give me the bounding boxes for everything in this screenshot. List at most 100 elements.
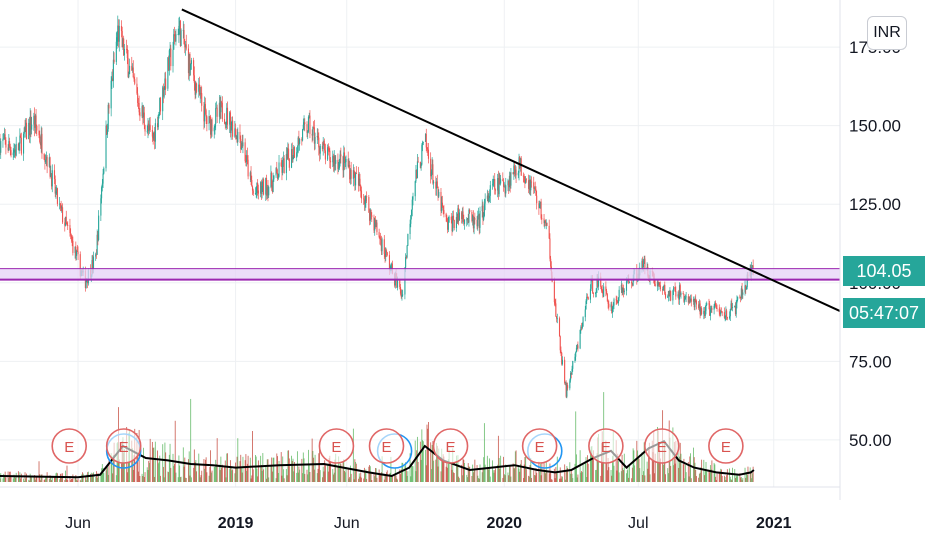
candle-body [271,184,273,192]
candle-body [597,278,599,287]
trendline[interactable] [181,8,841,312]
candle-body [369,212,371,221]
candle-body [603,286,605,297]
candle-body [77,251,79,255]
candle-body [452,215,455,221]
candle-body [138,103,140,113]
candle-body [569,380,571,389]
candle-body [46,156,48,167]
candle-body [412,196,414,200]
candle-body [290,149,293,168]
candle-body [457,208,459,222]
candle-body [514,165,516,174]
candle-body [718,308,720,313]
candle-body [188,53,190,74]
candle-body [262,179,264,186]
candle-body [190,60,192,65]
candle-body [539,201,541,204]
candle-body [252,190,254,194]
candle-body [118,25,120,42]
candle-body [65,216,67,224]
candle-body [354,174,356,186]
candle-body [226,107,228,122]
candle-body [410,215,412,224]
candle-body [668,290,670,297]
candle-body [154,131,156,142]
candle-body [701,308,703,315]
candle-body [709,309,711,316]
candle-body [112,59,114,81]
candle-body [517,172,519,176]
candle-body [499,178,501,184]
candle-body [332,155,334,163]
candle-body [369,209,371,221]
candle-body [520,158,522,176]
candle-body [360,190,363,199]
candle-body [343,152,345,171]
candle-body [288,148,290,159]
candle-body [510,172,512,186]
candle-body [9,146,11,151]
candle-body [74,246,76,253]
currency-button[interactable]: INR [867,16,907,50]
candle-body [455,217,457,229]
candle-body [108,104,110,109]
candle-body [204,103,206,111]
candle-body [193,75,195,84]
candle-body [156,123,159,128]
candle-body [730,303,732,310]
candle-body [3,138,5,140]
candle-body [589,288,591,300]
candle-body [353,170,355,175]
candle-body [404,267,406,295]
candle-body [503,181,505,187]
candle-body [535,189,537,196]
candle-body [597,276,600,287]
candle-body [618,289,620,298]
candle-body [286,153,288,159]
candle-body [431,164,433,172]
candle-body [440,191,442,212]
candle-body [642,263,644,268]
candle-body [690,298,692,302]
y-tick-label: 150.00 [849,117,901,136]
candle-body [571,368,573,375]
candle-body [163,89,165,97]
candle-body [507,180,509,186]
candle-body [530,181,533,183]
candle-body [734,306,736,308]
candle-body [175,34,177,42]
candle-body [117,25,120,42]
candle-body [50,173,53,187]
candle-body [96,234,98,255]
resistance-band [0,268,840,281]
candle-body [695,298,697,301]
candle-body [211,119,213,132]
candle-body [111,78,113,81]
candle-body [500,179,502,184]
earnings-marker-label: E [331,439,341,456]
candle-body [318,147,321,154]
candle-body [574,356,576,362]
candle-body [544,220,547,223]
candle-body [221,102,223,120]
candle-body [144,125,146,132]
candle-body [628,279,630,283]
candle-body [643,258,645,264]
earnings-marker [368,428,405,464]
candle-body [221,101,223,103]
candle-body [554,302,556,304]
candle-body [714,302,716,306]
candle-body [740,297,742,299]
candle-body [164,78,166,90]
candle-body [612,305,614,308]
candle-body [98,215,100,240]
candle-body [357,173,360,186]
candle-body [224,123,226,125]
candle-body [14,149,16,151]
candle-body [86,280,88,282]
candle-body [724,316,726,318]
candle-body [117,25,119,38]
